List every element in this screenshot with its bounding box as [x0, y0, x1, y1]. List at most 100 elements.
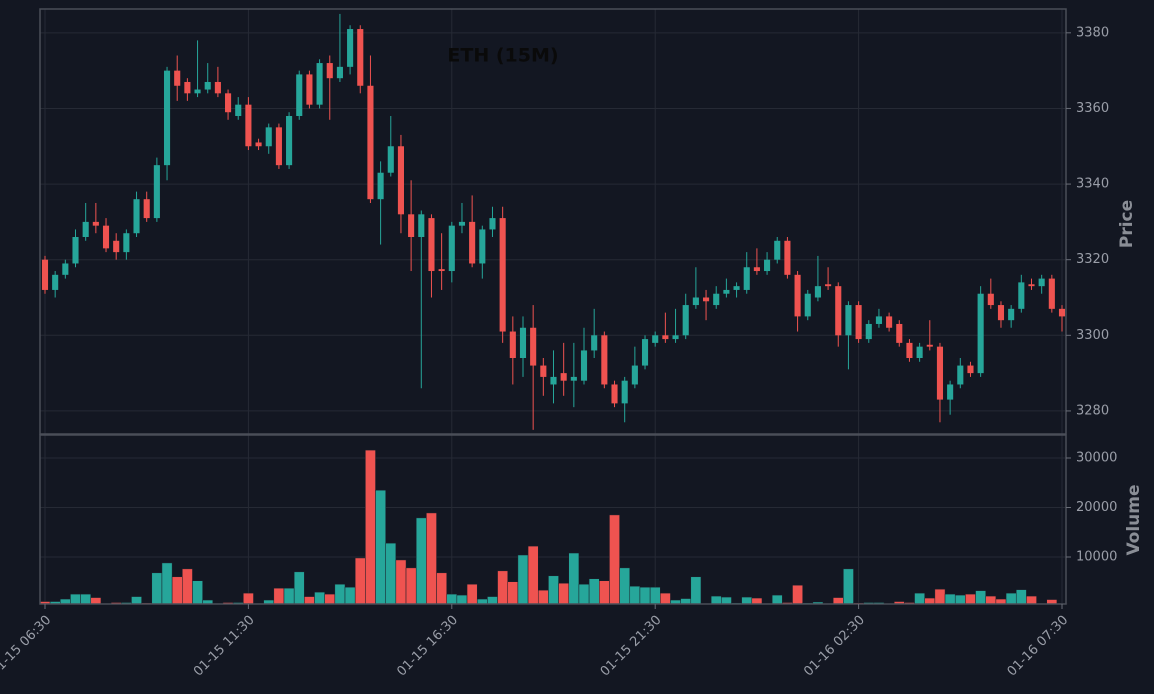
volume-bar [609, 514, 620, 605]
volume-bar [527, 545, 539, 605]
candle-body [631, 365, 638, 385]
candle-body [682, 305, 689, 336]
candle-body [601, 335, 608, 385]
volume-bar [375, 489, 386, 605]
volume-bar [721, 596, 732, 605]
candle-body [72, 237, 79, 264]
candle-body [316, 63, 323, 105]
candle-body [428, 218, 435, 272]
volume-bar [660, 592, 671, 605]
volume-bar [1015, 589, 1027, 605]
chart-title: ETH (15M) [447, 45, 558, 67]
volume-bar [192, 580, 203, 605]
candle-body [204, 81, 211, 90]
candle-body [570, 376, 577, 381]
candle-body [113, 240, 120, 253]
candle-body [906, 342, 913, 358]
candle-body [397, 146, 405, 215]
candle-body [82, 221, 89, 238]
candle-body [580, 350, 588, 381]
candle-body [764, 259, 771, 272]
volume-bar [690, 576, 702, 605]
candle-body [1008, 308, 1015, 321]
candle-body [458, 221, 466, 226]
candle-body [723, 289, 730, 294]
y-tick-label: 3380 [1076, 25, 1109, 40]
volume-bar [771, 594, 783, 605]
candle-body [641, 339, 649, 366]
candle-body [377, 172, 384, 200]
y-tick-label: 3300 [1076, 328, 1109, 343]
volume-bar [456, 594, 468, 605]
y-tick-label: 3360 [1076, 101, 1109, 116]
candle-body [916, 346, 923, 358]
volume-bar [568, 552, 580, 605]
candle-body [926, 344, 933, 347]
volume-bar [182, 568, 193, 605]
candle-body [418, 214, 425, 238]
candle-body [530, 327, 537, 366]
volume-bar [385, 542, 397, 605]
volume-bar [944, 593, 956, 605]
volume-bar [283, 587, 295, 605]
y-tick-label: 3280 [1076, 403, 1109, 418]
candle-body [143, 199, 150, 219]
candle-body [153, 165, 160, 219]
candle-body [967, 365, 974, 374]
candle-body [794, 274, 801, 317]
volume-bar [324, 593, 336, 605]
candle-body [875, 316, 882, 324]
candle-body [479, 229, 486, 264]
candle-body [214, 81, 221, 94]
volume-bar [131, 596, 142, 605]
candle-body [408, 214, 415, 238]
candle-body [814, 286, 821, 298]
y2-tick-label: 30000 [1076, 451, 1117, 466]
candle-body [886, 316, 893, 328]
candle-body [591, 335, 598, 351]
candle-body [1018, 282, 1025, 309]
volume-bar [629, 585, 641, 605]
candle-body [519, 327, 527, 358]
volume-bar [293, 571, 305, 605]
volume-bar [446, 593, 458, 605]
y-tick-label: 3340 [1076, 177, 1109, 192]
candle-body [692, 297, 699, 306]
volume-bar [741, 596, 753, 605]
candle-body [123, 233, 130, 253]
candle-body [347, 29, 354, 67]
volume-bar [344, 586, 356, 605]
volume-bar [985, 595, 997, 605]
candle-body [489, 218, 496, 230]
volume-bar [843, 568, 854, 605]
candle-body [448, 225, 455, 272]
candle-body [957, 365, 964, 385]
candle-body [163, 70, 171, 166]
volume-bar [517, 554, 529, 605]
volume-bar [537, 589, 549, 605]
candle-body [845, 305, 852, 336]
candle-body [174, 70, 181, 86]
volume-bar [426, 512, 437, 605]
candle-body [1038, 278, 1045, 287]
candle-body [987, 293, 994, 306]
volume-bar [80, 593, 92, 605]
volume-bar [558, 582, 570, 605]
candle-body [245, 104, 252, 147]
volume-bar [415, 517, 427, 605]
volume-bar [588, 578, 600, 605]
candle-body [255, 142, 262, 147]
candle-body [713, 293, 720, 306]
volume-bar [599, 580, 610, 605]
candle-body [1058, 308, 1066, 317]
candle-body [265, 127, 272, 147]
volume-bar [649, 586, 661, 605]
candle-body [194, 89, 201, 94]
volume-bar [334, 583, 346, 605]
candle-body [977, 293, 984, 374]
candle-body [41, 259, 49, 290]
volume-bar [832, 597, 844, 605]
volume-bar [792, 584, 803, 605]
volume-bar [487, 596, 498, 605]
